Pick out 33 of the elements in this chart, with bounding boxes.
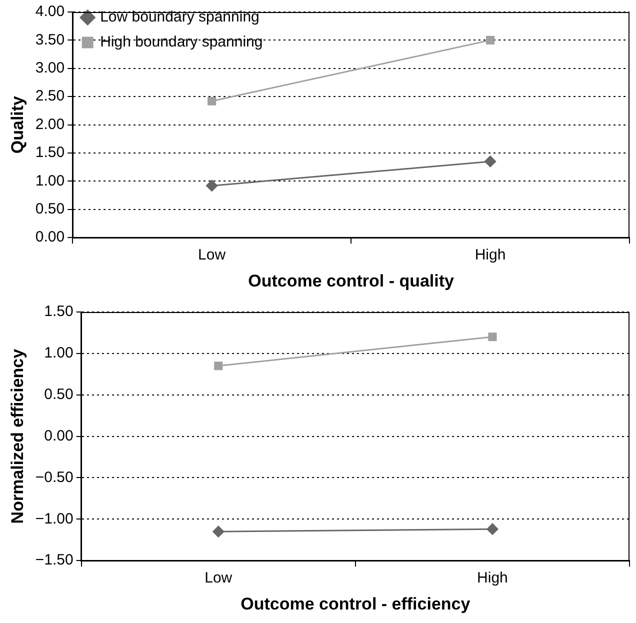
x-tick-label: Low xyxy=(198,246,226,264)
x-axis-title: Outcome control - efficiency xyxy=(240,594,471,614)
y-tick-label: 0.50 xyxy=(44,386,74,404)
y-tick-label: 0.50 xyxy=(35,200,65,218)
x-tick-label: Low xyxy=(204,570,232,587)
point xyxy=(208,96,216,106)
y-tick-label: 1.00 xyxy=(35,172,65,190)
y-axis-title: Quality xyxy=(8,95,27,154)
point xyxy=(212,526,224,538)
point xyxy=(214,362,223,370)
x-tick-label: High xyxy=(477,570,508,587)
y-axis-title: Normalized efficiency xyxy=(8,348,27,524)
y-tick-label: 2.00 xyxy=(35,116,65,133)
y-tick-label: −0.50 xyxy=(35,468,74,486)
y-tick-label: 1.00 xyxy=(44,344,74,362)
point xyxy=(486,523,498,535)
y-tick-label: 0.00 xyxy=(35,228,65,246)
legend-label: Low boundary spanning xyxy=(100,8,260,26)
y-tick-label: 3.50 xyxy=(35,31,65,48)
y-tick-label: 4.00 xyxy=(35,3,65,20)
y-tick-label: 1.50 xyxy=(44,303,74,320)
y-tick-label: 2.50 xyxy=(35,88,65,105)
y-tick-label: 3.00 xyxy=(35,60,65,77)
point xyxy=(484,156,496,168)
y-tick-label: −1.00 xyxy=(35,510,74,528)
point xyxy=(488,332,497,342)
x-axis-title: Outcome control - quality xyxy=(248,271,455,290)
y-tick-label: 1.50 xyxy=(35,144,65,162)
y-tick-label: 0.00 xyxy=(44,427,74,444)
point xyxy=(486,36,495,44)
y-tick-label: −1.50 xyxy=(35,552,74,569)
point xyxy=(206,180,218,192)
x-tick-label: High xyxy=(474,246,506,264)
